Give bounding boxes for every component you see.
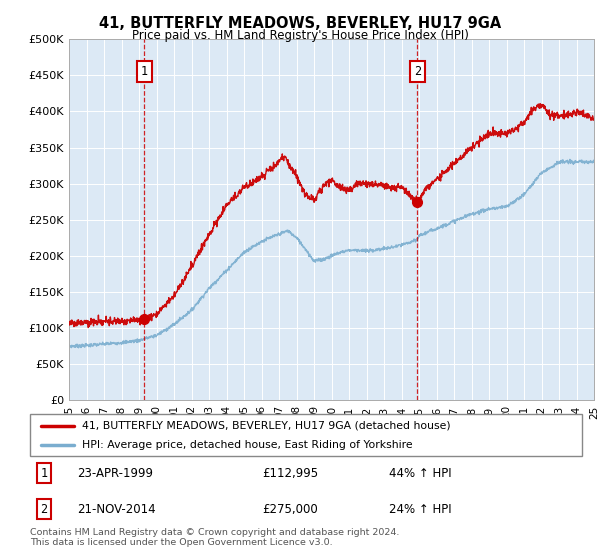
Text: £112,995: £112,995 [262, 467, 318, 480]
Text: 1: 1 [141, 65, 148, 78]
Text: 41, BUTTERFLY MEADOWS, BEVERLEY, HU17 9GA (detached house): 41, BUTTERFLY MEADOWS, BEVERLEY, HU17 9G… [82, 421, 451, 431]
Text: £275,000: £275,000 [262, 503, 317, 516]
Text: 2: 2 [413, 65, 421, 78]
Text: 44% ↑ HPI: 44% ↑ HPI [389, 467, 451, 480]
Text: 24% ↑ HPI: 24% ↑ HPI [389, 503, 451, 516]
Text: 1: 1 [40, 467, 47, 480]
Text: Contains HM Land Registry data © Crown copyright and database right 2024.
This d: Contains HM Land Registry data © Crown c… [30, 528, 400, 547]
Text: 21-NOV-2014: 21-NOV-2014 [77, 503, 155, 516]
Text: 2: 2 [40, 503, 47, 516]
FancyBboxPatch shape [30, 414, 582, 456]
Text: 23-APR-1999: 23-APR-1999 [77, 467, 153, 480]
Text: HPI: Average price, detached house, East Riding of Yorkshire: HPI: Average price, detached house, East… [82, 440, 413, 450]
Text: 41, BUTTERFLY MEADOWS, BEVERLEY, HU17 9GA: 41, BUTTERFLY MEADOWS, BEVERLEY, HU17 9G… [99, 16, 501, 31]
Text: Price paid vs. HM Land Registry's House Price Index (HPI): Price paid vs. HM Land Registry's House … [131, 29, 469, 42]
